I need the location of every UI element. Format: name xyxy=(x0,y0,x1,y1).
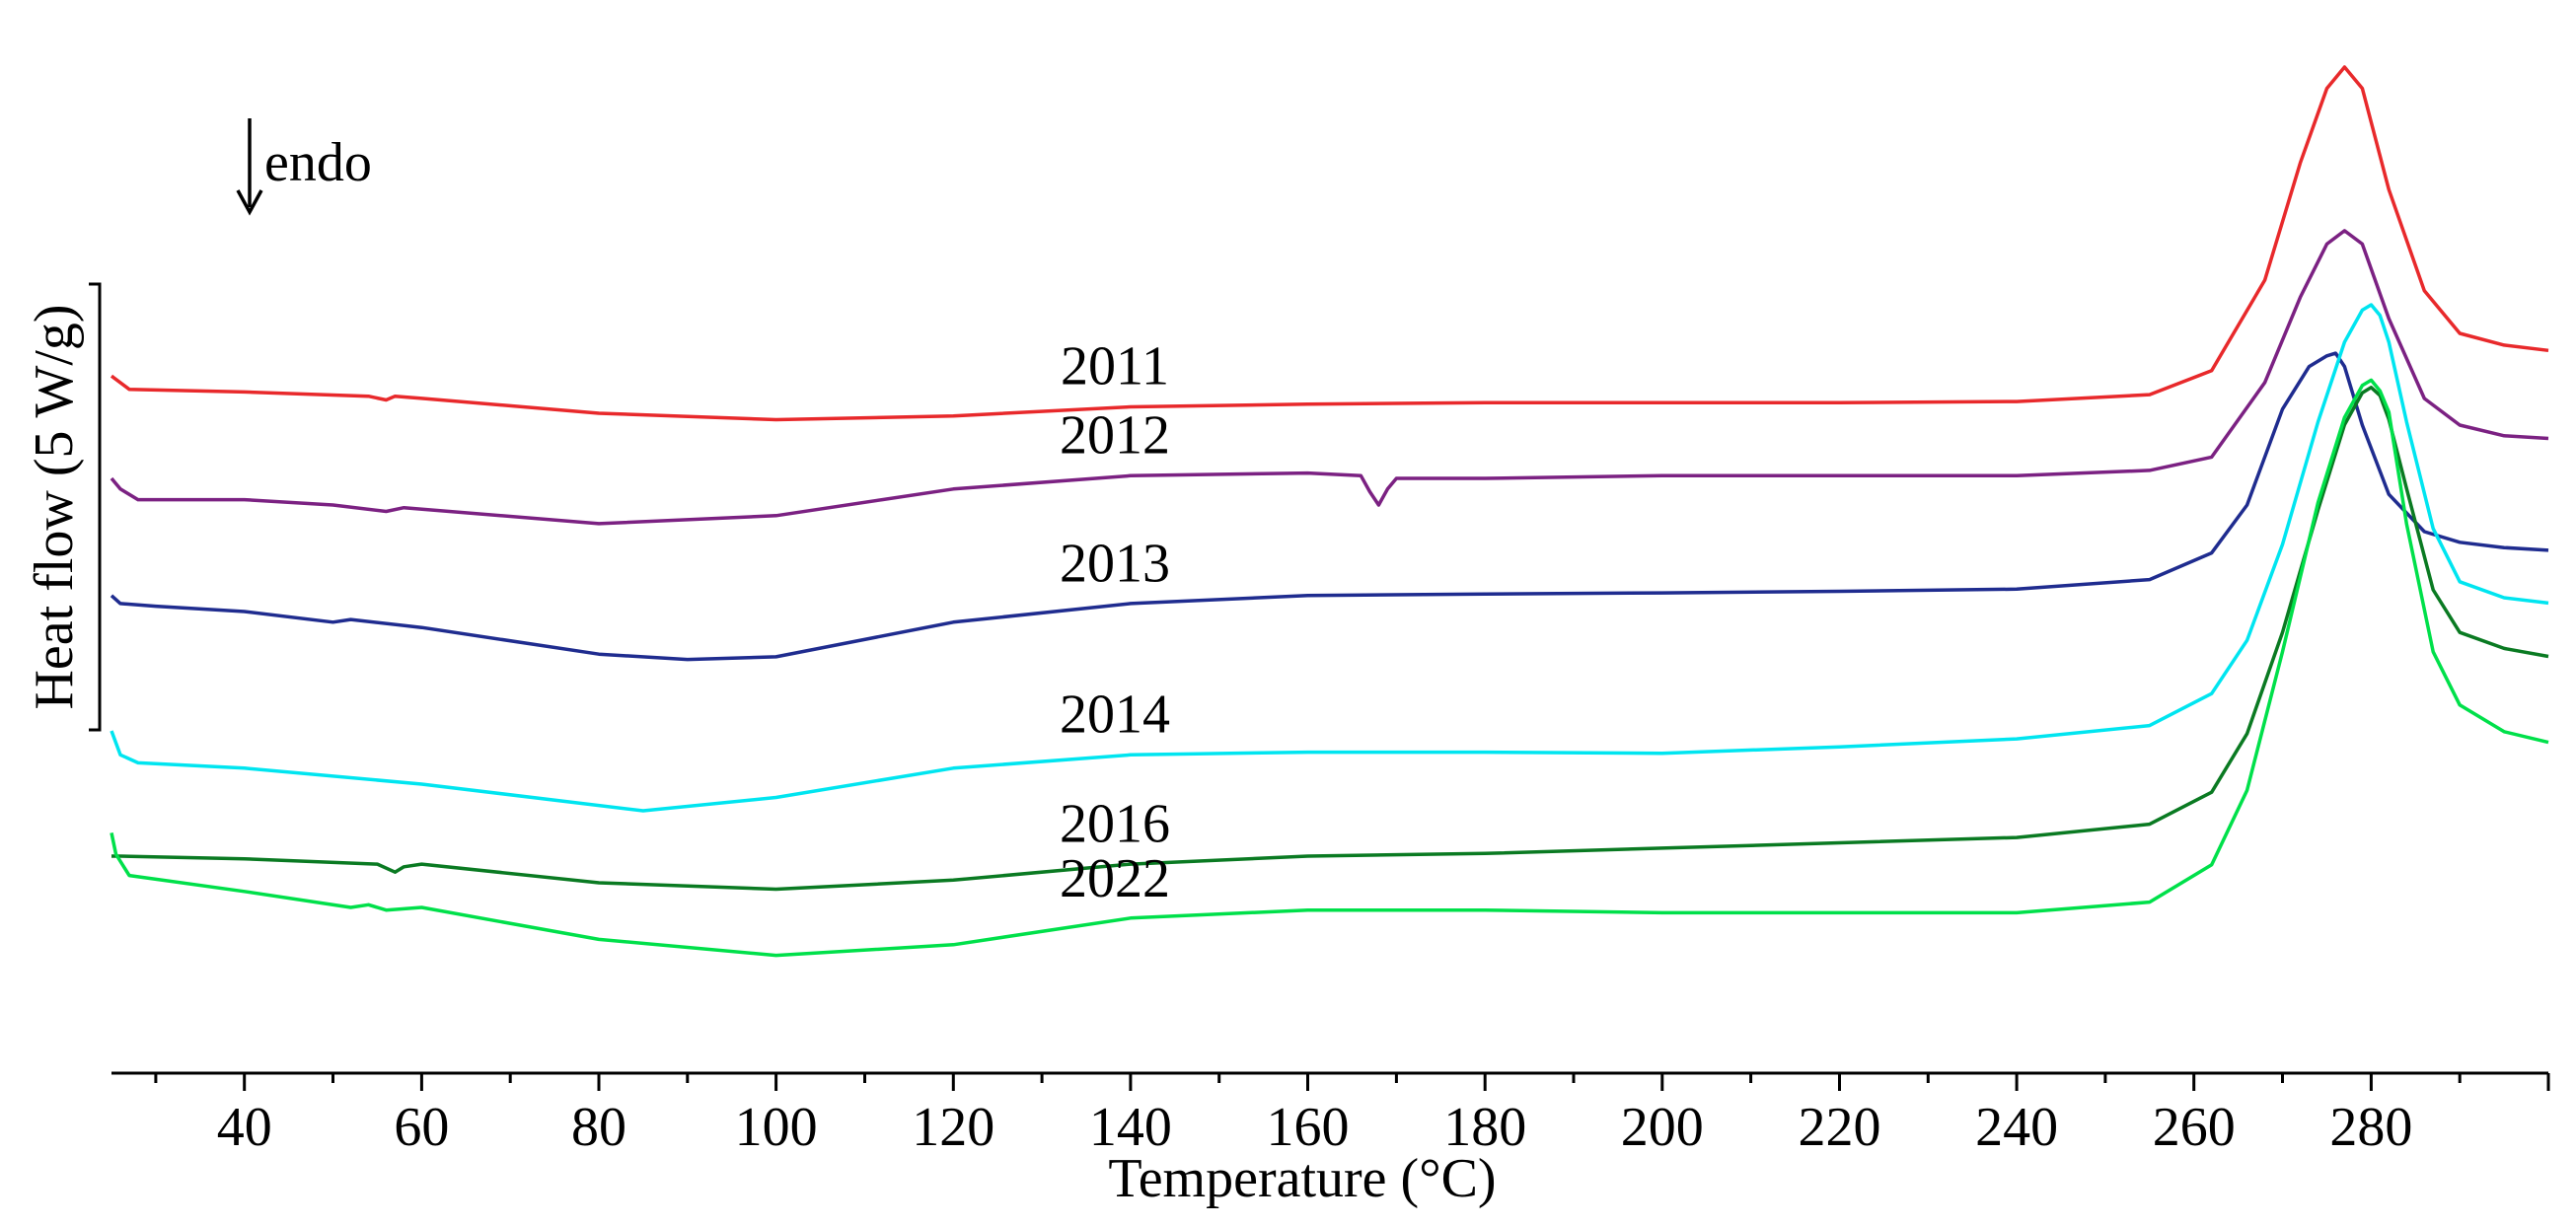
series-line-2011 xyxy=(110,65,2549,422)
x-tick-label-40: 40 xyxy=(217,1097,272,1158)
endo-label: endo xyxy=(264,132,372,193)
series-label-2011: 2011 xyxy=(1061,335,1169,397)
x-tick-label-60: 60 xyxy=(394,1097,449,1158)
series-line-2014 xyxy=(110,303,2549,813)
y-axis: Heat flow (5 W/g) xyxy=(24,282,102,732)
x-axis: 40 60 80 100 120 140 160 180 200 220 240 260 280 Tem… xyxy=(111,1071,2550,1209)
x-tick-label-200: 200 xyxy=(1621,1097,1704,1158)
series-line-2013 xyxy=(110,351,2549,662)
x-tick-label-240: 240 xyxy=(1975,1097,2058,1158)
x-tick-label-160: 160 xyxy=(1267,1097,1350,1158)
y-scale-bracket xyxy=(89,282,102,732)
y-axis-title: Heat flow (5 W/g) xyxy=(24,304,85,709)
series-label-2022: 2022 xyxy=(1060,848,1170,909)
series-line-2012 xyxy=(110,229,2549,526)
series-label-2016: 2016 xyxy=(1060,794,1170,855)
endo-arrow-head xyxy=(236,189,263,216)
series-line-2022 xyxy=(110,378,2549,958)
x-axis-title: Temperature (°C) xyxy=(1108,1148,1496,1209)
series-layer xyxy=(110,65,2549,958)
x-tick-label-80: 80 xyxy=(571,1097,626,1158)
x-tick-label-100: 100 xyxy=(735,1097,818,1158)
x-tick-label-180: 180 xyxy=(1443,1097,1526,1158)
endo-annotation: endo xyxy=(236,118,372,216)
x-tick-label-140: 140 xyxy=(1089,1097,1172,1158)
x-tick-label-120: 120 xyxy=(912,1097,994,1158)
x-tick-label-280: 280 xyxy=(2329,1097,2412,1158)
x-axis-ticks: 40 60 80 100 120 140 160 180 200 220 240 260 280 xyxy=(154,1073,2550,1158)
x-tick-label-260: 260 xyxy=(2153,1097,2236,1158)
series-label-2014: 2014 xyxy=(1060,685,1170,746)
series-label-2013: 2013 xyxy=(1060,534,1170,595)
series-label-2012: 2012 xyxy=(1060,405,1170,467)
x-tick-label-220: 220 xyxy=(1799,1097,1881,1158)
